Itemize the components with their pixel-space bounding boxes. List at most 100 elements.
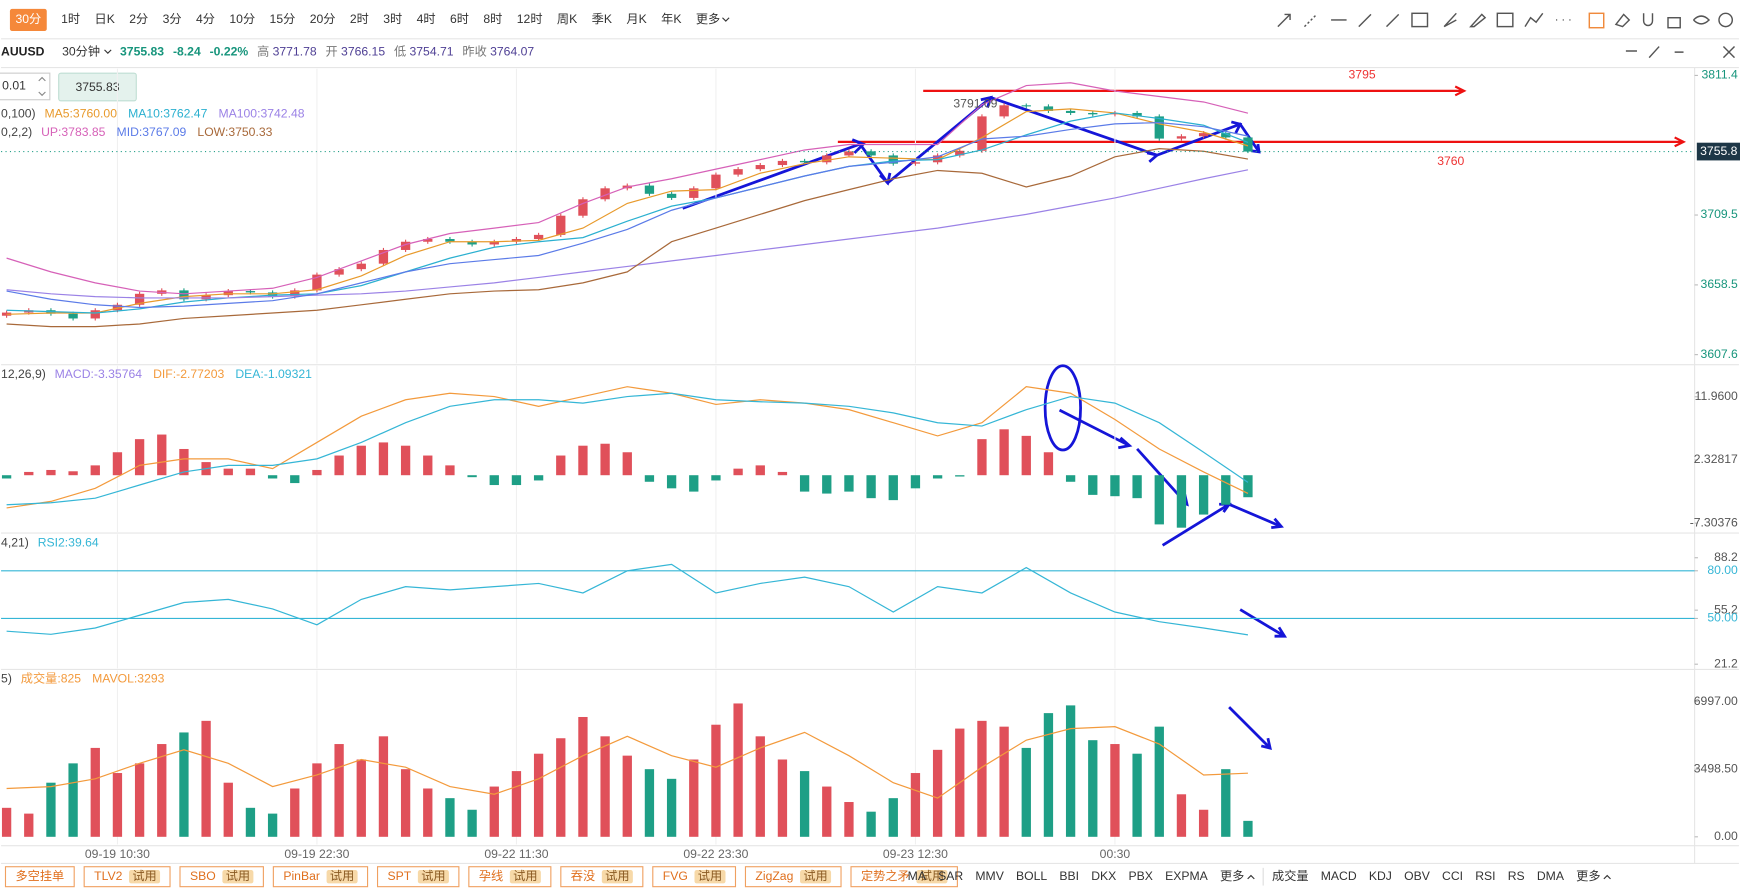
tool-icon[interactable] — [1524, 12, 1544, 27]
sub-indicator[interactable]: RS — [1508, 869, 1525, 883]
candle-body — [866, 151, 876, 156]
macd-bar — [90, 465, 100, 476]
main-indicator[interactable]: BOLL — [1016, 869, 1047, 883]
timeframe-button[interactable]: 3分 — [163, 12, 182, 26]
main-indicator[interactable]: DKX — [1091, 869, 1116, 883]
tool-icon[interactable] — [1277, 13, 1291, 28]
volume-bar — [1176, 794, 1187, 837]
macd-bar — [689, 475, 699, 492]
indicator-line — [6, 563, 1249, 636]
y-tick-label: 88.2 — [1714, 550, 1738, 564]
tool-icon[interactable] — [1642, 13, 1654, 27]
timeframe-button[interactable]: 8时 — [483, 12, 502, 26]
sub-indicator[interactable]: KDJ — [1369, 869, 1392, 883]
candle-body — [1198, 133, 1209, 137]
sub-indicator[interactable]: 成交量 — [1272, 868, 1309, 883]
candle-body — [932, 155, 943, 163]
tool-icon[interactable] — [1385, 13, 1400, 28]
timeframe-button[interactable]: 周K — [557, 12, 577, 26]
timeframe-button[interactable]: 4分 — [196, 12, 215, 26]
sub-indicator[interactable]: MACD — [1321, 869, 1357, 883]
candle-body — [733, 169, 743, 175]
volume-bar — [68, 763, 78, 837]
timeframe-button[interactable]: 更多 — [696, 12, 720, 26]
main-indicator[interactable]: MMV — [975, 869, 1004, 883]
sub-indicator[interactable]: RSI — [1475, 869, 1495, 883]
timeframe-button[interactable]: 1时 — [61, 12, 80, 26]
timeframe-button[interactable]: 月K — [626, 12, 646, 26]
candle-body — [334, 269, 344, 275]
macd-bar — [866, 475, 876, 499]
indicator-line — [6, 112, 1249, 314]
volume-bar — [910, 773, 921, 837]
tool-icon[interactable] — [1496, 12, 1514, 28]
chart-tool-icon[interactable] — [1625, 46, 1736, 59]
plugin-button[interactable] — [4, 866, 75, 888]
timeframe-button[interactable]: 3时 — [383, 12, 402, 26]
main-indicator[interactable]: BBI — [1059, 869, 1079, 883]
timeframe-button[interactable]: 10分 — [229, 12, 255, 26]
legend-prefix: 5) — [1, 672, 12, 686]
volume-bar — [467, 809, 477, 837]
sub-indicator[interactable]: DMA — [1537, 869, 1565, 883]
tool-icon[interactable] — [1667, 17, 1681, 29]
volume-bar — [112, 773, 123, 837]
tool-icon[interactable] — [1718, 12, 1734, 28]
tool-icon[interactable] — [1588, 12, 1605, 29]
macd-bar — [24, 471, 34, 476]
timeframe-button[interactable]: 30分 — [15, 12, 41, 26]
candle-body — [267, 292, 278, 297]
trial-badge: 试用 — [330, 868, 354, 883]
tool-icon[interactable] — [1469, 13, 1487, 28]
candle-body — [977, 116, 987, 151]
trial-badge-bg — [129, 870, 161, 884]
macd-bar — [245, 468, 256, 476]
macd-bar — [134, 439, 145, 476]
sub-indicator[interactable]: 更多 — [1576, 869, 1600, 883]
spinner — [38, 76, 46, 97]
main-indicator[interactable]: 更多 — [1220, 869, 1244, 883]
candle-body — [955, 150, 965, 156]
main-indicator[interactable]: EXPMA — [1165, 869, 1209, 883]
active-timeframe-bg — [9, 8, 47, 32]
volume-bar — [866, 811, 876, 837]
tool-icon[interactable] — [1411, 12, 1429, 28]
main-indicator[interactable]: SAR — [938, 869, 963, 883]
arrow — [1228, 706, 1272, 751]
trial-badge-bg — [326, 870, 358, 884]
y-tick-label: 11.9600 — [1695, 389, 1738, 403]
tool-icon[interactable] — [1358, 13, 1372, 28]
tool-icon[interactable] — [1692, 15, 1711, 25]
timeframe-button[interactable]: 6时 — [450, 12, 469, 26]
plugin-label: SBO — [190, 869, 216, 883]
timeframe-button[interactable]: 12时 — [517, 12, 543, 26]
candle-body — [644, 185, 655, 194]
timeframe-button[interactable]: 2时 — [350, 12, 369, 26]
candle-body — [445, 239, 455, 242]
candle-body — [1065, 110, 1076, 113]
main-indicator[interactable]: PBX — [1129, 869, 1153, 883]
volume-bar — [822, 786, 832, 837]
timeframe-button[interactable]: 2分 — [129, 12, 148, 26]
timeframe-button[interactable]: 日K — [95, 12, 115, 26]
main-indicator[interactable]: MA — [908, 869, 927, 883]
legend-entry: UP:3783.85 — [41, 125, 106, 139]
circle-mark — [1043, 364, 1082, 452]
macd-bar — [267, 475, 278, 479]
tool-icon[interactable] — [1303, 13, 1318, 28]
timeframe-button[interactable]: 15分 — [270, 12, 296, 26]
macd-bar — [1198, 475, 1209, 515]
tool-icon[interactable] — [1443, 12, 1457, 28]
tool-icon[interactable] — [1614, 13, 1631, 28]
timeframe-button[interactable]: 20分 — [310, 12, 336, 26]
volume-bar — [290, 788, 300, 837]
sub-indicator[interactable]: OBV — [1404, 869, 1431, 883]
volume-bar — [733, 703, 743, 837]
timeframe-button[interactable]: 年K — [661, 12, 681, 26]
plugin-label: ZigZag — [755, 869, 793, 883]
candle-body — [1110, 112, 1120, 115]
timeframe-button[interactable]: 季K — [592, 12, 612, 26]
timeframe-button[interactable]: 4时 — [417, 12, 436, 26]
sub-indicator[interactable]: CCI — [1442, 869, 1463, 883]
y-tick-label: 3811.4 — [1701, 68, 1738, 82]
